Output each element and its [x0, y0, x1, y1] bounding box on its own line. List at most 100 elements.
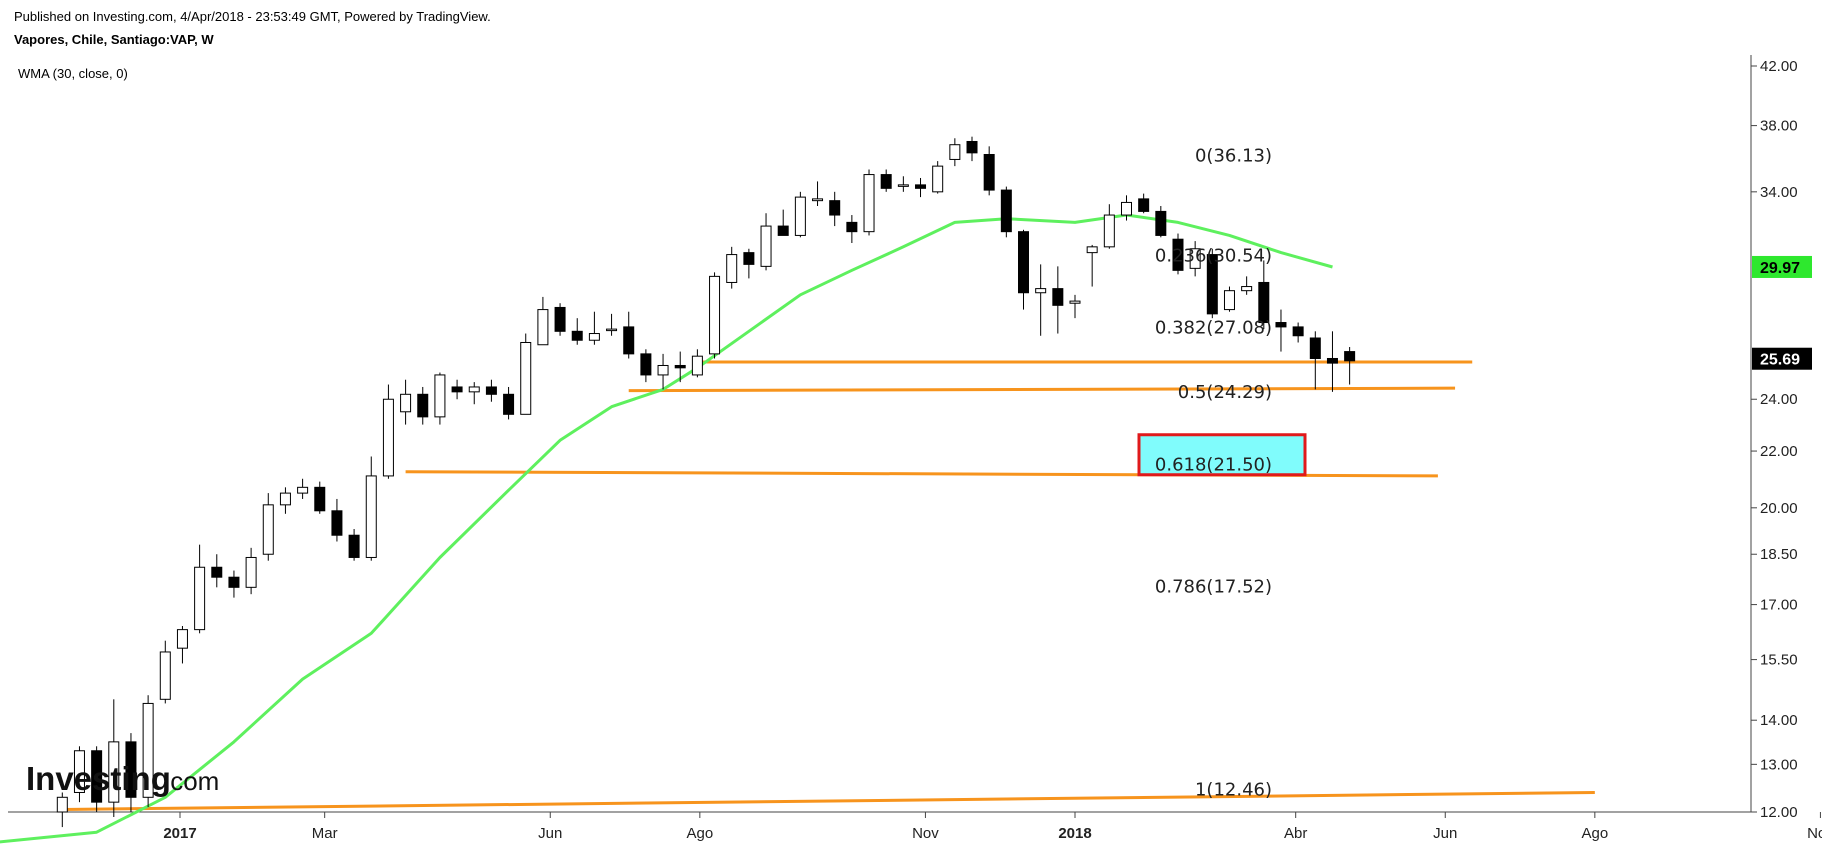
candle-body — [812, 198, 824, 202]
candle-body — [1000, 189, 1012, 233]
candle-body — [829, 200, 841, 216]
price-axis: 42.00 38.00 34.00 24.00 22.00 20.00 18.50 17.00… — [1751, 58, 1812, 821]
candle — [1018, 229, 1030, 310]
candle — [760, 213, 772, 271]
candle — [331, 498, 343, 542]
x-tick-label: Nov — [912, 825, 939, 842]
candle — [434, 372, 446, 425]
candle-body — [674, 364, 686, 369]
candle — [915, 177, 927, 198]
wma-price-badge — [1752, 255, 1812, 278]
last-price-badge — [1752, 347, 1812, 370]
x-tick-label: Ago — [1581, 825, 1608, 842]
candle-body — [348, 534, 360, 558]
candle — [1138, 193, 1150, 214]
candle-body — [794, 196, 806, 236]
candle — [812, 181, 824, 207]
candle — [1069, 294, 1081, 319]
symbol-title: Vapores, Chile, Santiago:VAP, W — [14, 32, 214, 47]
candle — [348, 529, 360, 561]
fib-labels: 0(36.13) 0.236(30.54) 0.382(27.08) 0.5(24.2… — [1137, 146, 1307, 801]
candle-body — [1018, 231, 1030, 294]
candle-body — [571, 330, 583, 341]
candle-body — [1206, 254, 1218, 315]
x-tick-label: Ago — [686, 825, 713, 842]
candle-body — [176, 629, 188, 649]
candles — [56, 136, 1356, 828]
candle — [1172, 233, 1184, 275]
candle-body — [56, 796, 68, 813]
candle — [606, 313, 618, 336]
candle-body — [211, 566, 223, 578]
candle-body — [915, 184, 927, 189]
candle — [73, 746, 85, 803]
candle-body — [1035, 288, 1047, 294]
y-tick-label: 34.00 — [1760, 184, 1798, 201]
candle — [245, 547, 257, 595]
fib-label: 0.382(27.08) — [1155, 317, 1272, 338]
candle-body — [726, 254, 738, 283]
candle — [1344, 347, 1356, 385]
candle — [1000, 186, 1012, 238]
candle — [382, 384, 394, 479]
candle — [1326, 331, 1338, 392]
candle-body — [606, 328, 618, 332]
candle — [211, 554, 223, 588]
x-tick-label: 2018 — [1058, 825, 1091, 842]
candle-body — [1155, 210, 1167, 236]
candle — [485, 379, 497, 402]
candle-body — [1326, 357, 1338, 364]
x-tick-label: Nov — [1807, 825, 1822, 842]
candle-body — [537, 309, 549, 346]
candle — [640, 349, 652, 383]
y-tick-label: 17.00 — [1760, 597, 1798, 614]
candle-body — [1103, 214, 1115, 248]
candle — [588, 311, 600, 345]
candle-body — [1120, 201, 1132, 216]
candle-body — [846, 221, 858, 233]
candle — [863, 169, 875, 236]
candle — [1189, 241, 1201, 277]
candle-body — [1344, 351, 1356, 362]
published-info: Published on Investing.com, 4/Apr/2018 -… — [14, 9, 491, 24]
y-tick-label: 12.00 — [1760, 804, 1798, 821]
candle — [297, 478, 309, 499]
candle — [829, 191, 841, 227]
candle-body — [1189, 248, 1201, 269]
candle-body — [400, 393, 412, 413]
candle — [503, 386, 515, 420]
candle-body — [1138, 198, 1150, 212]
candle — [897, 176, 909, 192]
fib-label: 0.5(24.29) — [1178, 382, 1272, 403]
candle-body — [228, 576, 240, 588]
fib-label: 0.786(17.52) — [1155, 577, 1272, 598]
candle-body — [863, 174, 875, 233]
candle-body — [91, 750, 103, 803]
candle-body — [1292, 326, 1304, 337]
candle-body — [331, 510, 343, 536]
candle — [537, 296, 549, 346]
candle-body — [314, 486, 326, 512]
candle-body — [709, 275, 721, 355]
candle — [451, 379, 463, 400]
investing-logo: Investing .com — [26, 760, 219, 797]
candle — [1052, 266, 1064, 334]
x-tick-label: 2017 — [163, 825, 196, 842]
candle — [228, 570, 240, 598]
support-line — [62, 790, 1595, 812]
candle-body — [451, 386, 463, 393]
candle — [520, 333, 532, 415]
candle-body — [297, 486, 309, 494]
candle — [1241, 276, 1253, 295]
candle-body — [880, 174, 892, 189]
candle-body — [743, 252, 755, 265]
candle-body — [1172, 238, 1184, 271]
candle-body — [125, 741, 137, 798]
candle — [983, 146, 995, 196]
candle — [125, 733, 137, 812]
candle — [657, 353, 669, 390]
candle-body — [365, 475, 377, 558]
logo-suffix: .com — [163, 766, 219, 796]
y-tick-label: 15.50 — [1760, 652, 1798, 669]
